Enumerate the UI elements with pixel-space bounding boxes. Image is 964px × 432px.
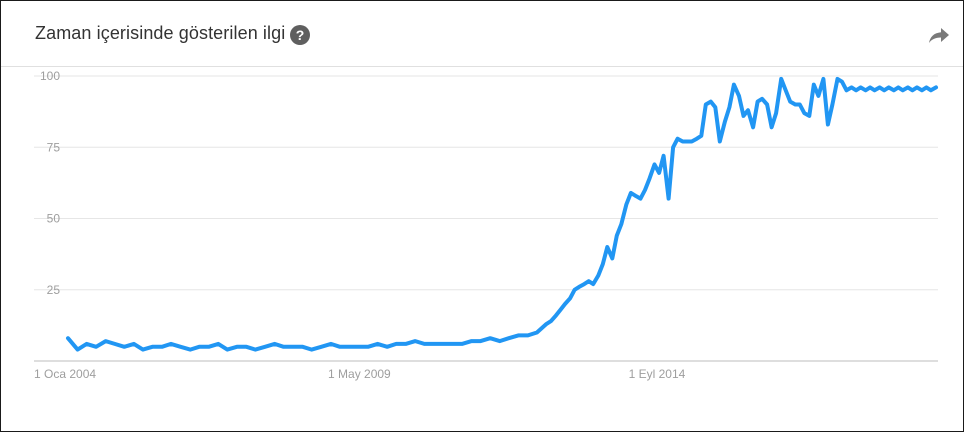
help-icon[interactable]: ? <box>290 25 310 45</box>
chart-header: Zaman içerisinde gösterilen ilgi ? <box>1 1 963 67</box>
x-tick-label: 1 Oca 2004 <box>34 367 96 381</box>
y-tick-label: 50 <box>47 212 61 226</box>
y-tick-label: 100 <box>40 69 60 83</box>
chart-title: Zaman içerisinde gösterilen ilgi <box>35 23 286 43</box>
series-line[interactable] <box>66 76 938 352</box>
line-chart: 25 50 75 100 1 Oca 2004 1 May 2009 1 Eyl 2014 <box>34 69 938 381</box>
y-tick-label: 75 <box>47 140 61 154</box>
y-tick-label: 25 <box>47 283 61 297</box>
share-icon[interactable] <box>927 25 951 45</box>
x-tick-label: 1 May 2009 <box>328 367 391 381</box>
x-tick-label: 1 Eyl 2014 <box>629 367 686 381</box>
